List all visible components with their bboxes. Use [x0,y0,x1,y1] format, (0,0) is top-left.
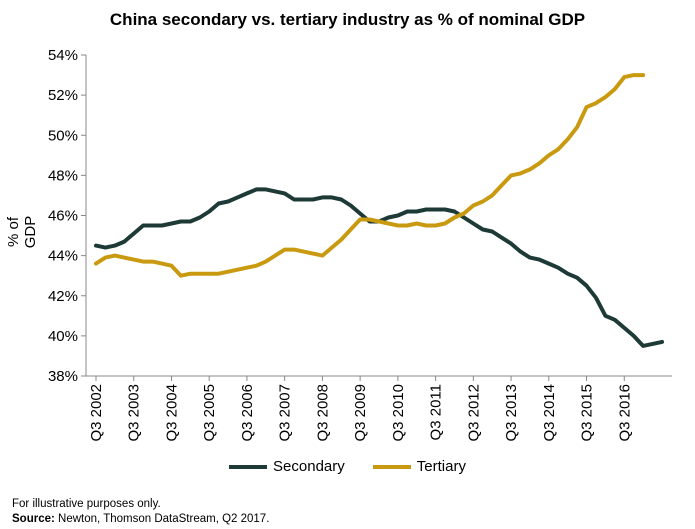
x-tick-label: Q3 2007 [277,384,294,442]
x-tick-label: Q3 2013 [503,384,520,442]
x-tick-label: Q3 2009 [352,384,369,442]
y-tick-label: 46% [48,208,78,225]
legend: Secondary Tertiary [0,458,695,475]
legend-label-tertiary: Tertiary [416,458,466,475]
x-tick-label: Q3 2010 [390,384,407,442]
x-tick-label: Q3 2002 [88,384,105,442]
chart-title: China secondary vs. tertiary industry as… [109,10,586,29]
y-tick-label: 52% [48,87,78,104]
legend-label-secondary: Secondary [273,458,345,475]
y-tick-label: 38% [48,368,78,385]
source-line: Source: Newton, Thomson DataStream, Q2 2… [12,512,269,527]
footnote: For illustrative purposes only. Source: … [12,497,269,527]
x-tick-label: Q3 2005 [201,384,218,442]
legend-swatch-tertiary [372,464,411,469]
series-line-secondary [94,187,664,348]
y-tick-label: 44% [48,248,78,265]
y-tick-label: 54% [48,47,78,64]
x-tick-label: Q3 2008 [314,384,331,442]
x-tick-label: Q3 2014 [541,384,558,442]
x-tick-label: Q3 2006 [239,384,256,442]
y-tick-label: 42% [48,288,78,305]
legend-item-secondary: Secondary [229,458,345,475]
x-tick-label: Q3 2004 [163,384,180,442]
source-text: Newton, Thomson DataStream, Q2 2017. [54,513,270,525]
x-tick-label: Q3 2016 [616,384,633,442]
x-tick-label: Q3 2012 [465,384,482,442]
source-label: Source: [12,513,55,525]
y-tick-label: 48% [48,167,78,184]
series-line-tertiary [94,73,646,278]
legend-item-tertiary: Tertiary [372,458,466,475]
disclaimer-text: For illustrative purposes only. [12,498,161,510]
y-tick-label: 40% [48,328,78,345]
y-tick-label: 50% [48,127,78,144]
legend-swatch-secondary [229,464,268,469]
x-tick-label: Q3 2011 [428,384,445,440]
x-tick-label: Q3 2003 [126,384,143,442]
x-tick-label: Q3 2015 [579,384,596,442]
